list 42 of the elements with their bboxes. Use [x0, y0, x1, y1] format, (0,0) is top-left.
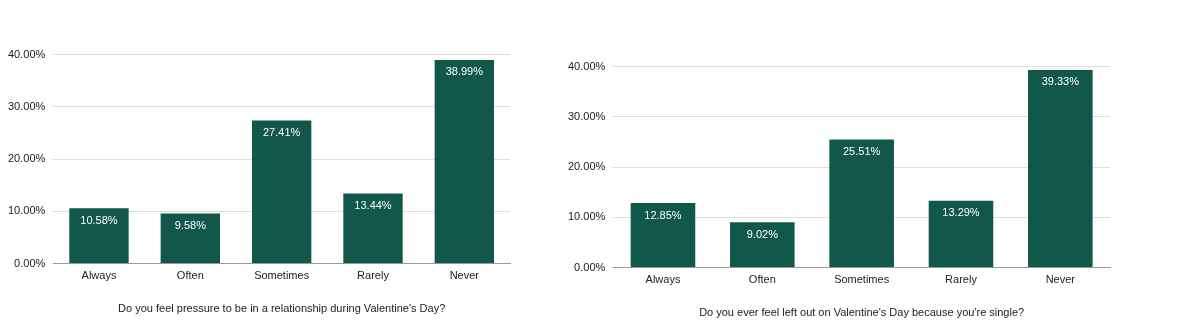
bar [160, 213, 220, 264]
x-tick-label: Sometimes [254, 269, 310, 282]
data-label: 13.44% [354, 198, 392, 211]
data-label: 39.33% [1041, 75, 1080, 88]
data-label: 9.02% [746, 227, 779, 240]
data-label: 10.58% [80, 213, 118, 226]
y-tick-label: 20.00% [568, 160, 606, 173]
bar [69, 208, 129, 264]
x-tick-label: Often [176, 269, 204, 282]
data-label: 12.85% [644, 208, 682, 221]
y-tick-label: 0.00% [14, 256, 46, 269]
bar [1028, 69, 1093, 268]
x-tick-label: Rarely [945, 273, 978, 286]
bar [630, 203, 696, 268]
data-label: 38.99% [445, 65, 484, 78]
bar [251, 120, 312, 264]
y-tick-label: 40.00% [568, 59, 606, 72]
bar [434, 59, 495, 264]
bar [928, 200, 994, 268]
y-tick-label: 20.00% [8, 152, 46, 165]
x-tick-label: Rarely [357, 269, 390, 282]
y-tick-label: 10.00% [568, 210, 606, 223]
data-label: 27.41% [263, 125, 301, 138]
data-label: 9.58% [174, 219, 207, 232]
x-tick-label: Never [1045, 273, 1076, 286]
x-tick-label: Never [449, 269, 480, 282]
x-tick-label: Always [81, 269, 117, 282]
y-tick-label: 30.00% [8, 99, 46, 112]
x-tick-label: Sometimes [834, 273, 890, 286]
x-axis-title: Do you ever feel left out on Valentine's Day because you're single? [699, 306, 1025, 319]
bar [343, 193, 403, 264]
y-tick-label: 10.00% [8, 204, 46, 217]
bar [730, 222, 795, 268]
data-label: 25.51% [843, 144, 881, 157]
y-tick-label: 40.00% [8, 47, 46, 60]
data-label: 13.29% [942, 206, 980, 219]
y-tick-label: 30.00% [568, 109, 606, 122]
y-tick-label: 0.00% [574, 260, 606, 273]
bar [829, 139, 894, 268]
x-tick-label: Always [645, 273, 681, 286]
x-axis-title: Do you feel pressure to be in a relationship during Valentine's Day? [118, 302, 446, 315]
x-tick-label: Often [748, 273, 776, 286]
